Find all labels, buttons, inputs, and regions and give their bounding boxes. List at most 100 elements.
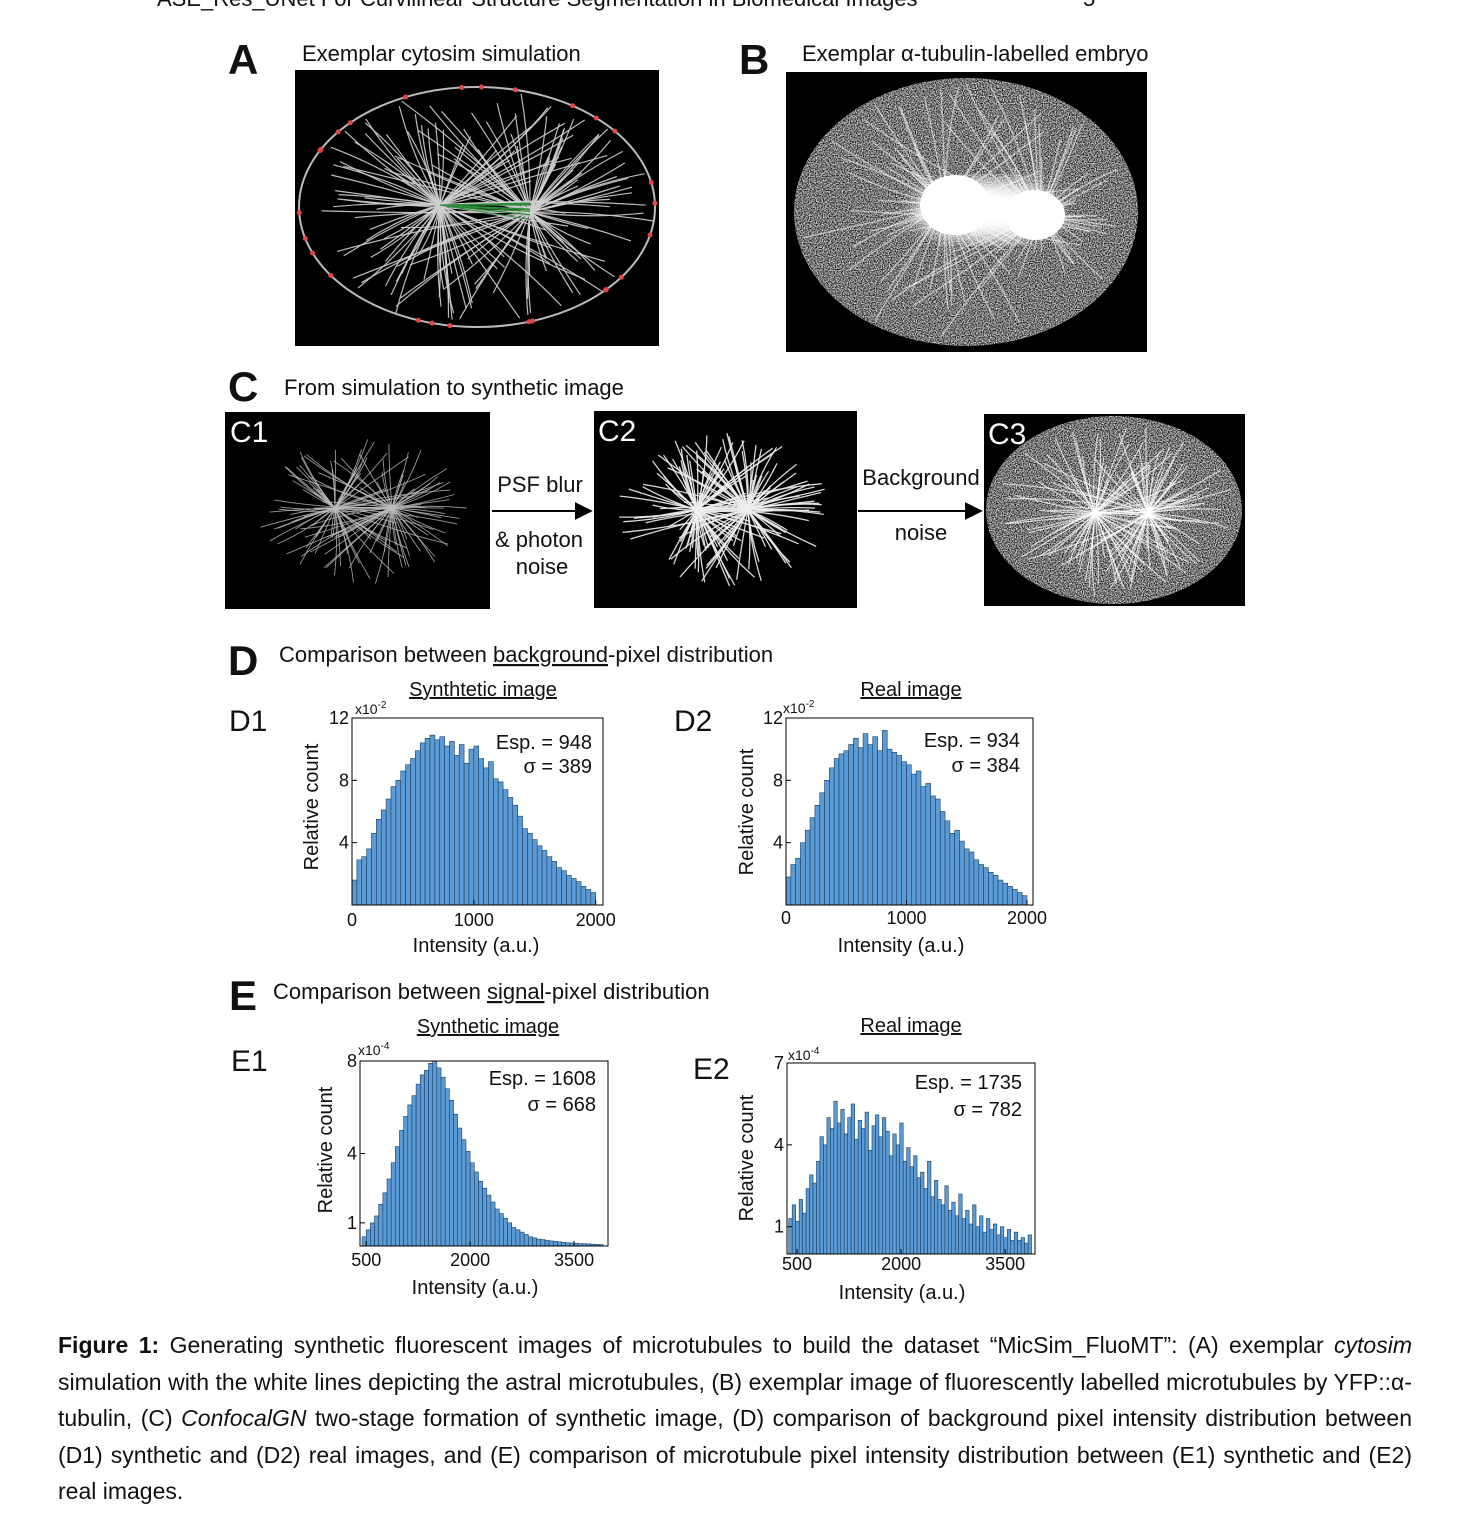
subpanel-label: D2 xyxy=(674,705,712,738)
filament xyxy=(747,480,785,511)
histogram-bar xyxy=(1012,889,1018,906)
filament xyxy=(1030,512,1096,548)
filament xyxy=(286,507,393,555)
filament xyxy=(1147,490,1185,514)
histogram-bar xyxy=(878,1136,883,1255)
histogram-bar xyxy=(920,1171,925,1255)
histogram-bar xyxy=(566,875,572,906)
step-label: Background xyxy=(862,465,979,490)
filament xyxy=(1094,512,1169,551)
filament xyxy=(628,488,698,511)
histogram-bar xyxy=(959,840,965,906)
histogram-bar xyxy=(823,1144,828,1255)
histogram-bar xyxy=(836,1122,842,1255)
histogram-bar xyxy=(906,764,912,906)
histogram-bar xyxy=(405,764,411,906)
subpanel-label: E1 xyxy=(231,1045,268,1078)
filament xyxy=(391,507,410,568)
histogram-bar xyxy=(954,1215,959,1255)
histogram-bar xyxy=(812,1182,817,1255)
filament xyxy=(391,452,409,509)
histogram-bar xyxy=(899,1122,904,1255)
filament xyxy=(1094,512,1167,583)
histogram-bar xyxy=(805,1188,810,1255)
anchor xyxy=(403,94,409,100)
caption-text: cytosim xyxy=(1334,1332,1412,1358)
histogram-bar xyxy=(788,1218,793,1255)
histogram-bar xyxy=(902,1160,907,1255)
histogram-bar xyxy=(785,876,792,906)
stat-annotation: σ = 384 xyxy=(951,755,1020,777)
filament xyxy=(459,211,531,319)
histogram-bar xyxy=(1002,882,1008,906)
filament xyxy=(391,468,448,509)
histogram-chart: 500 2000 3500 1 4 7 E2 Real image Intensity (a.u… xyxy=(693,1015,1036,1304)
anchor xyxy=(415,317,421,323)
filament xyxy=(529,127,566,213)
anchor xyxy=(478,84,484,90)
histogram-bar xyxy=(826,1117,831,1255)
filament xyxy=(388,443,393,509)
filament xyxy=(696,509,700,573)
spindle-link xyxy=(439,204,531,216)
filament xyxy=(1141,463,1149,514)
filament xyxy=(747,509,810,512)
filament xyxy=(390,171,531,213)
histogram-bar xyxy=(527,833,533,906)
histogram-bar xyxy=(790,864,796,906)
histogram-bar xyxy=(848,744,854,906)
subpanel-label: C1 xyxy=(230,416,268,449)
histogram-bar xyxy=(895,1144,901,1255)
histogram-bar xyxy=(519,1231,525,1247)
histogram-bar xyxy=(541,850,548,906)
filament xyxy=(1147,477,1154,514)
anchor xyxy=(652,200,658,206)
histogram-bar xyxy=(791,1204,796,1255)
histogram-bar xyxy=(909,1166,914,1255)
filament xyxy=(400,211,531,229)
histogram-bar xyxy=(482,1187,488,1247)
histogram-bar xyxy=(939,811,946,906)
filament xyxy=(529,211,654,222)
anchor xyxy=(529,318,535,324)
anchor xyxy=(318,146,324,152)
histogram-bar xyxy=(982,1231,987,1255)
histogram-bar xyxy=(968,1223,973,1255)
multiplier-exponent: -4 xyxy=(381,1041,390,1052)
y-tick-label: 1 xyxy=(347,1213,357,1233)
anchor xyxy=(310,250,316,256)
multiplier-exponent: -2 xyxy=(378,700,387,711)
panel-title: Comparison between background-pixel dist… xyxy=(279,642,773,667)
filament xyxy=(1147,512,1200,563)
histogram-chart: 0 1000 2000 4 8 12 D1 Synthtetic image Intensity… xyxy=(229,679,616,957)
filament xyxy=(398,105,441,206)
filament xyxy=(391,507,408,540)
spindle-glow xyxy=(920,175,990,235)
filament xyxy=(453,158,531,213)
filament xyxy=(340,457,393,509)
histogram-bar xyxy=(469,1162,475,1247)
stat-annotation: σ = 782 xyxy=(953,1099,1022,1121)
y-tick-label: 12 xyxy=(329,708,349,728)
filament xyxy=(696,468,749,511)
histogram-bar xyxy=(400,770,406,906)
histogram-bar xyxy=(920,786,927,906)
filament xyxy=(391,507,397,546)
histogram-bar xyxy=(494,1208,500,1247)
filament xyxy=(391,507,460,519)
histogram-bar xyxy=(453,1113,458,1247)
filament xyxy=(334,507,405,558)
histogram-bar xyxy=(390,1162,396,1247)
filament xyxy=(1094,438,1102,514)
step-label: & photon xyxy=(495,527,583,552)
histogram-bar xyxy=(536,1238,542,1247)
panel-label: E xyxy=(229,972,257,1019)
histogram-bar xyxy=(390,786,397,906)
caption-text: simulation with the white lines depictin… xyxy=(58,1368,1412,1432)
histogram-bar xyxy=(497,781,504,906)
filament xyxy=(381,471,393,509)
histogram-bar xyxy=(590,892,596,906)
histogram-bar xyxy=(449,741,455,906)
filament xyxy=(334,507,360,564)
histogram-bar xyxy=(407,1104,413,1247)
